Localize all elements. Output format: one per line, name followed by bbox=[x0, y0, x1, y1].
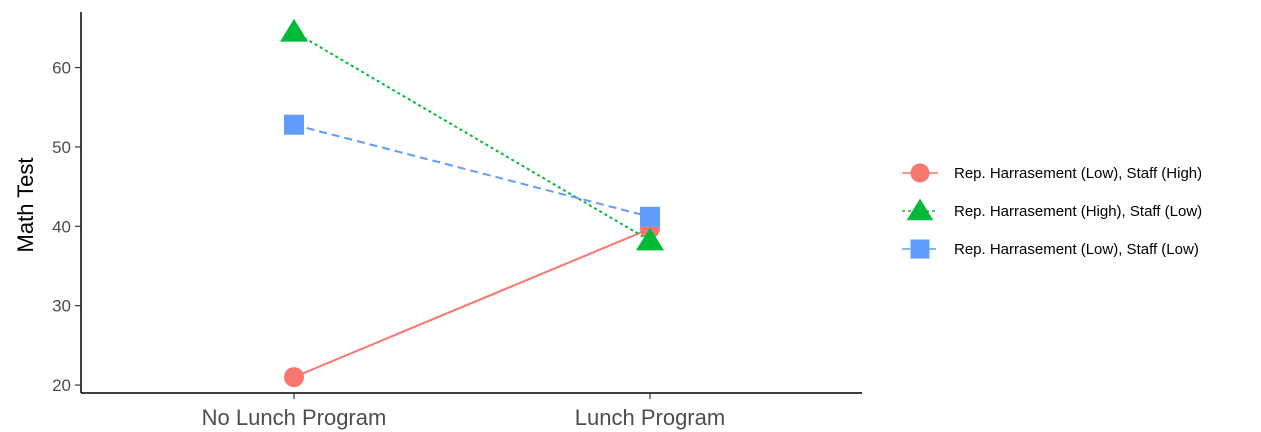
x-tick-label: Lunch Program bbox=[575, 405, 725, 430]
data-point-series-3 bbox=[640, 206, 660, 227]
series-points bbox=[280, 18, 664, 388]
data-point-series-3 bbox=[284, 114, 304, 135]
legend-label: Rep. Harrasement (High), Staff (Low) bbox=[954, 203, 1202, 220]
legend-label: Rep. Harrasement (Low), Staff (Low) bbox=[954, 241, 1199, 258]
series-line-2 bbox=[293, 30, 651, 242]
data-point-series-2 bbox=[636, 227, 664, 251]
plot-panel: 20 30 40 50 60 No Lunch Program Lunch Program bbox=[52, 12, 862, 430]
y-tick-label: 30 bbox=[52, 297, 71, 316]
legend-item: Rep. Harrasement (High), Staff (Low) bbox=[902, 198, 1202, 221]
legend-item: Rep. Harrasement (Low), Staff (High) bbox=[902, 163, 1202, 183]
legend-key-marker bbox=[910, 163, 930, 183]
y-tick-label: 60 bbox=[52, 59, 71, 78]
series-lines bbox=[293, 30, 651, 379]
legend-item: Rep. Harrasement (Low), Staff (Low) bbox=[902, 239, 1199, 259]
series-line-1 bbox=[293, 227, 651, 379]
y-tick-label: 20 bbox=[52, 376, 71, 395]
y-tick-label: 40 bbox=[52, 217, 71, 236]
data-point-series-1 bbox=[284, 367, 304, 388]
legend: Rep. Harrasement (Low), Staff (High) Rep.… bbox=[902, 163, 1202, 259]
y-axis-ticks: 20 30 40 50 60 bbox=[52, 59, 81, 395]
legend-key-marker bbox=[906, 198, 934, 221]
data-point-series-2 bbox=[280, 18, 308, 42]
x-tick-label: No Lunch Program bbox=[202, 405, 387, 430]
x-axis-ticks: No Lunch Program Lunch Program bbox=[202, 393, 725, 430]
legend-key-marker bbox=[910, 239, 930, 259]
series-line-3 bbox=[293, 123, 651, 218]
y-axis-title: Math Test bbox=[13, 158, 38, 253]
y-tick-label: 50 bbox=[52, 138, 71, 157]
legend-label: Rep. Harrasement (Low), Staff (High) bbox=[954, 165, 1202, 182]
